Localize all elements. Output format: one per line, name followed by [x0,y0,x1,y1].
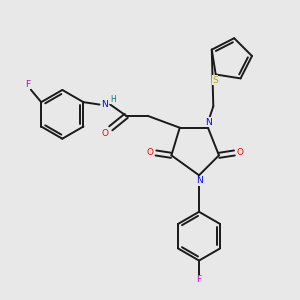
Text: F: F [25,80,30,89]
Text: N: N [206,118,212,127]
Text: F: F [196,275,202,284]
Text: O: O [102,129,109,138]
Text: N: N [101,100,108,109]
Text: N: N [196,176,202,185]
Text: O: O [146,148,154,157]
Text: O: O [237,148,244,157]
Text: H: H [110,95,116,104]
Text: S: S [212,76,218,85]
